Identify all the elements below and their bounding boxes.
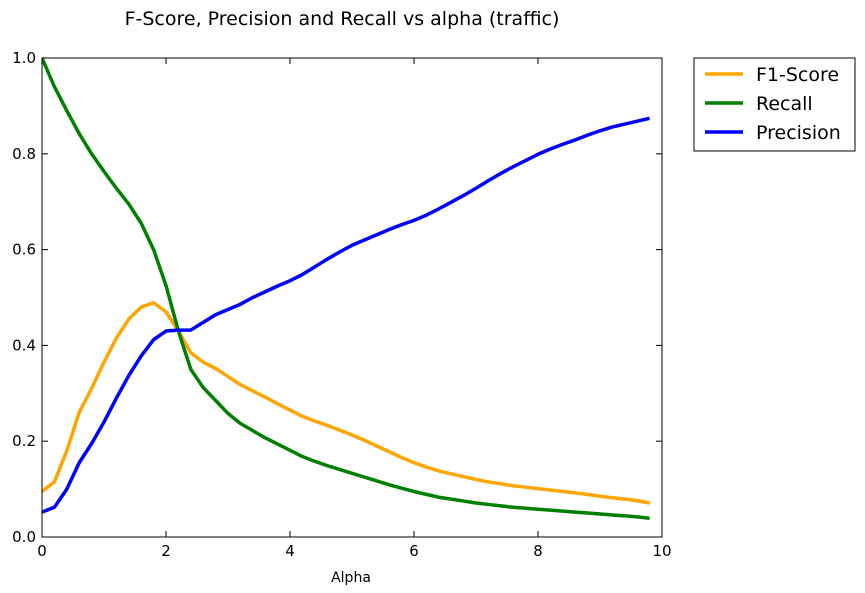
x-tick-label: 8 [533,542,543,560]
chart-title: F-Score, Precision and Recall vs alpha (… [125,8,560,30]
y-tick-label: 0.2 [12,432,36,450]
x-tick-label: 10 [652,542,671,560]
x-tick-label: 6 [409,542,419,560]
series-lines [42,58,650,521]
y-tick-label: 0.8 [12,145,36,163]
x-axis-label: Alpha [331,570,371,586]
y-tick-label: 0.4 [12,336,36,354]
y-tick-label: 0.0 [12,528,36,546]
legend: F1-Score Recall Precision [693,57,856,152]
y-tick-label: 0.6 [12,241,36,259]
y-tick-label: 1.0 [12,49,36,67]
plot-frame [41,57,663,538]
legend-label: F1-Score [756,64,839,86]
legend-label: Recall [756,93,813,115]
plot-area: 0 2 4 6 8 10 0.0 0.2 0.4 0.6 0.8 1.0 [12,49,671,560]
x-tick-label: 2 [161,542,171,560]
legend-label: Precision [756,122,841,144]
x-tick-label: 0 [37,542,47,560]
series-line-recall [42,58,650,521]
series-line-precision [42,116,650,514]
series-line-f1-score [42,301,650,505]
x-tick-label: 4 [285,542,295,560]
